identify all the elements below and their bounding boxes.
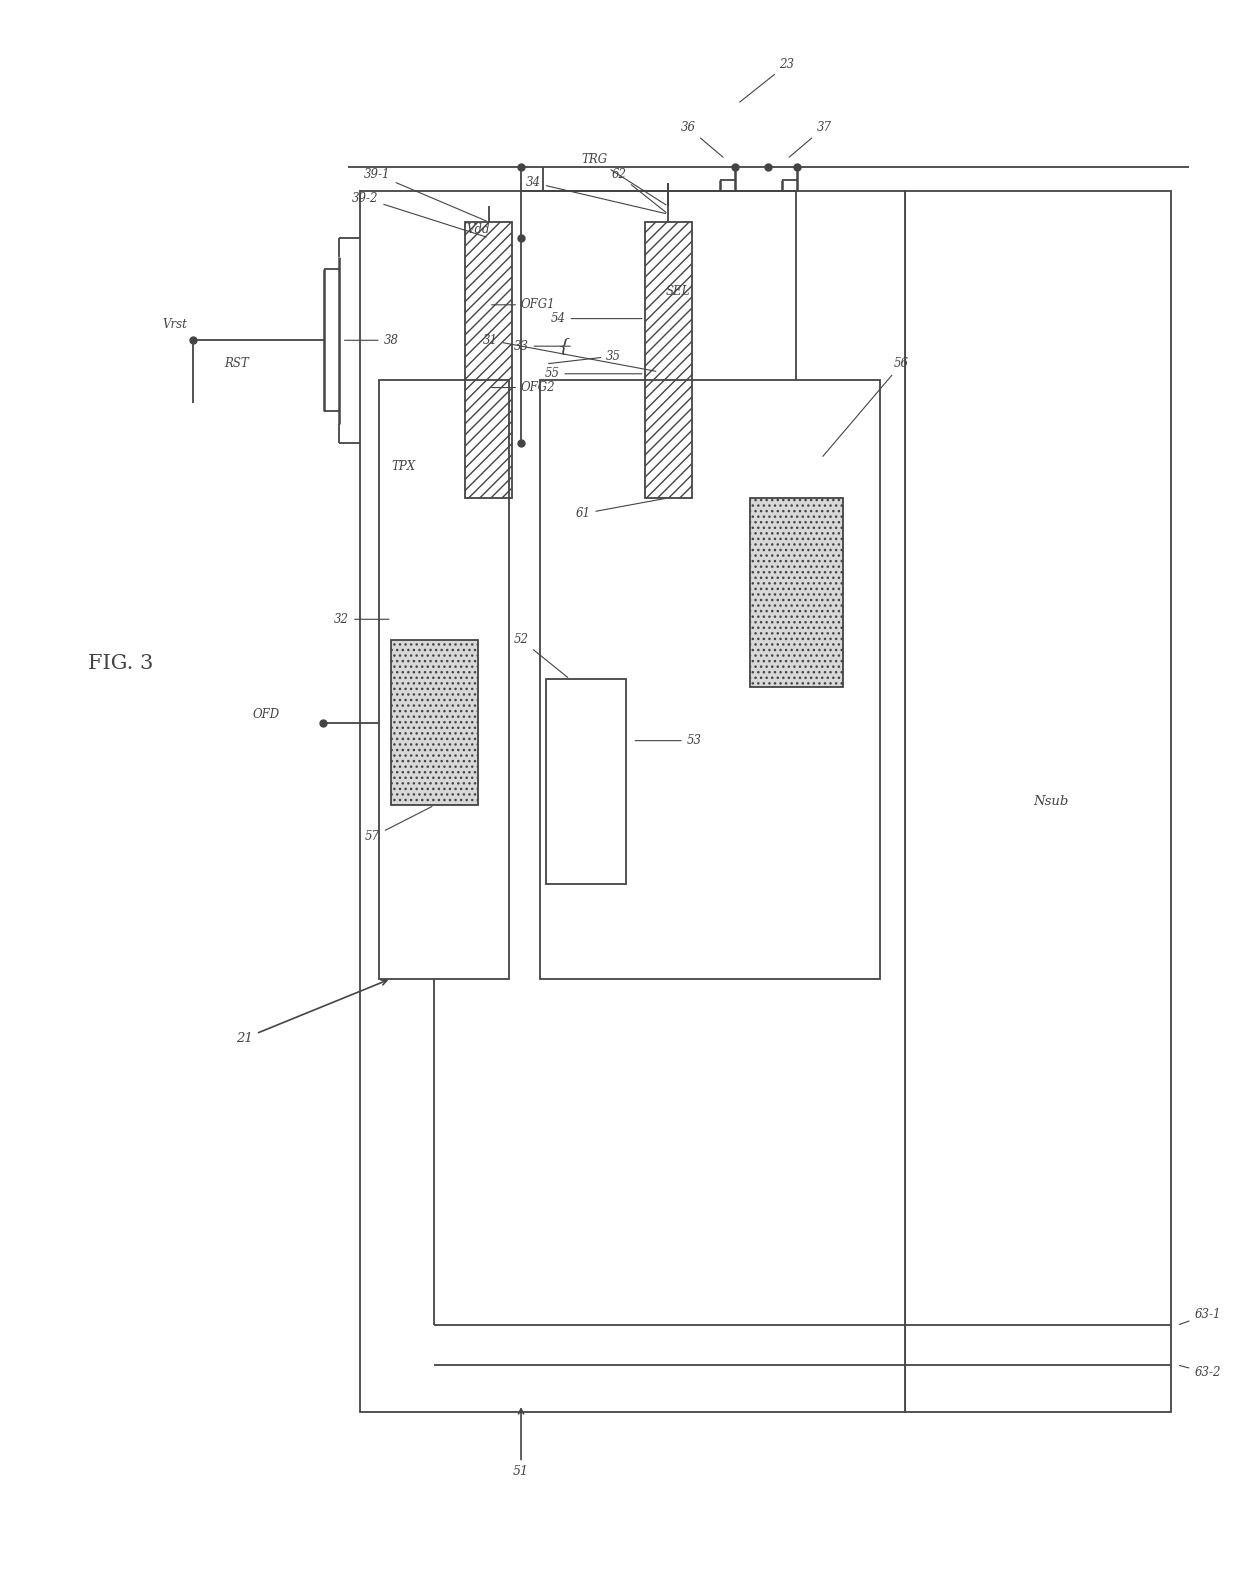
Bar <box>360 191 904 1412</box>
Text: 51: 51 <box>513 1408 529 1478</box>
Text: 23: 23 <box>740 58 795 103</box>
Text: Vdd: Vdd <box>466 224 490 237</box>
Text: SEL: SEL <box>666 284 691 298</box>
Text: 61: 61 <box>575 499 666 519</box>
Bar <box>539 379 880 979</box>
Bar <box>750 497 843 687</box>
Text: FIG. 3: FIG. 3 <box>88 654 154 673</box>
Text: OFG2: OFG2 <box>491 381 556 395</box>
Text: 57: 57 <box>365 807 432 843</box>
Bar <box>645 223 692 497</box>
Bar <box>546 679 626 884</box>
Text: 54: 54 <box>551 313 642 325</box>
Text: 52: 52 <box>513 633 568 677</box>
Text: 37: 37 <box>789 122 832 158</box>
Text: 31: 31 <box>482 333 656 371</box>
Text: 34: 34 <box>526 177 666 213</box>
Text: 56: 56 <box>823 357 909 456</box>
Text: 32: 32 <box>334 613 389 625</box>
Text: OFG1: OFG1 <box>491 298 556 311</box>
Text: 21: 21 <box>237 981 387 1045</box>
Text: TPX: TPX <box>392 459 415 472</box>
Text: OFD: OFD <box>253 707 280 722</box>
Text: 39-1: 39-1 <box>365 169 486 221</box>
Text: Vrst: Vrst <box>162 317 187 332</box>
Text: 63-2: 63-2 <box>1179 1366 1221 1378</box>
Text: Pwell: Pwell <box>734 794 770 808</box>
Bar <box>465 223 512 497</box>
Bar <box>904 191 1171 1412</box>
Text: TRG: TRG <box>582 153 666 205</box>
Text: N-: N- <box>753 673 769 685</box>
Text: Nsub: Nsub <box>1033 794 1069 808</box>
Text: 53: 53 <box>635 734 702 747</box>
Text: 36: 36 <box>681 122 723 158</box>
Text: 55: 55 <box>544 368 642 381</box>
Text: N+: N+ <box>425 718 444 726</box>
Text: 35: 35 <box>548 349 621 363</box>
Text: RST: RST <box>224 357 249 371</box>
Text: N+: N+ <box>787 587 805 597</box>
Text: 62: 62 <box>611 169 666 213</box>
Text: 33: 33 <box>513 339 570 352</box>
Text: 38: 38 <box>345 333 398 347</box>
Bar <box>378 379 508 979</box>
Text: N-: N- <box>436 673 451 685</box>
Text: P+: P+ <box>577 775 595 788</box>
Text: 39-2: 39-2 <box>352 193 486 237</box>
Bar <box>391 639 477 805</box>
Text: {: { <box>558 338 570 355</box>
Text: 63-1: 63-1 <box>1179 1307 1221 1325</box>
